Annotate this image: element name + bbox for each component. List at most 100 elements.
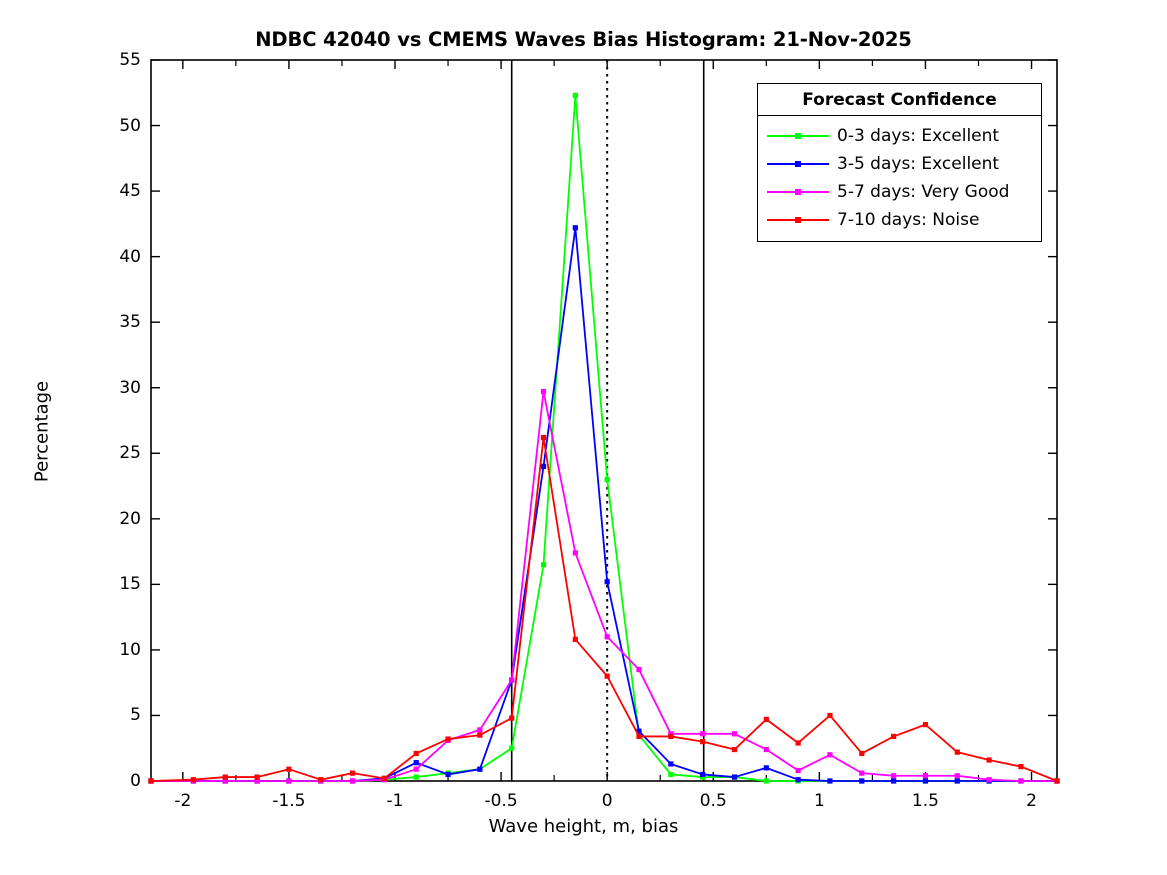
data-point bbox=[477, 727, 483, 733]
data-point bbox=[509, 745, 515, 751]
x-tick-label: -2 bbox=[174, 791, 192, 811]
data-point bbox=[795, 777, 801, 783]
x-tick-label: 0.5 bbox=[699, 791, 727, 811]
data-point bbox=[763, 716, 769, 722]
data-point bbox=[668, 761, 674, 767]
y-tick-label: 20 bbox=[119, 508, 141, 529]
x-tick-label: -1.5 bbox=[272, 791, 306, 811]
reference-lines bbox=[510, 60, 705, 781]
x-tick-label: -0.5 bbox=[484, 791, 518, 811]
data-point bbox=[827, 752, 833, 758]
data-point bbox=[636, 728, 642, 734]
data-point bbox=[636, 733, 642, 740]
data-point bbox=[604, 476, 610, 483]
y-tick-label: 0 bbox=[130, 771, 141, 791]
data-point bbox=[222, 774, 228, 780]
legend-title: Forecast Confidence bbox=[758, 84, 1041, 116]
series-1 bbox=[148, 225, 1060, 784]
legend-swatch-icon bbox=[767, 129, 829, 143]
data-point bbox=[1054, 778, 1060, 784]
data-point bbox=[286, 766, 292, 772]
data-point bbox=[413, 774, 419, 780]
legend-item-3[interactable]: 7-10 days: Noise bbox=[758, 206, 1041, 234]
data-point bbox=[668, 771, 674, 778]
data-point bbox=[986, 757, 992, 763]
data-point bbox=[572, 550, 578, 556]
x-axis-label: Wave height, m, bias bbox=[488, 816, 679, 837]
data-point bbox=[477, 732, 483, 738]
x-tick-label: 2 bbox=[1026, 791, 1037, 811]
data-point bbox=[891, 733, 897, 740]
data-point bbox=[700, 771, 706, 778]
data-point bbox=[954, 749, 960, 755]
data-point bbox=[540, 434, 547, 441]
data-point bbox=[413, 760, 419, 766]
data-point bbox=[763, 746, 769, 753]
data-point bbox=[668, 733, 674, 740]
data-point bbox=[731, 774, 738, 780]
data-point bbox=[572, 92, 578, 98]
data-point bbox=[318, 777, 324, 783]
data-point bbox=[763, 778, 769, 784]
chart-title: NDBC 42040 vs CMEMS Waves Bias Histogram… bbox=[255, 28, 912, 51]
data-point bbox=[349, 778, 356, 784]
y-axis-label: Percentage bbox=[31, 380, 53, 483]
legend-swatch-icon bbox=[767, 185, 829, 199]
data-point bbox=[795, 740, 801, 746]
y-tick-label: 15 bbox=[119, 574, 141, 595]
data-point bbox=[859, 778, 865, 784]
data-point bbox=[827, 712, 833, 719]
data-point bbox=[509, 677, 515, 683]
x-tick-label: 0 bbox=[601, 791, 613, 811]
y-tick-label: 5 bbox=[130, 705, 141, 726]
data-point bbox=[922, 722, 929, 728]
legend-items: 0-3 days: Excellent 3-5 days: Excellent 5-… bbox=[758, 116, 1041, 241]
legend-item-2[interactable]: 5-7 days: Very Good bbox=[758, 178, 1041, 206]
data-point bbox=[190, 777, 197, 783]
y-tick-label: 55 bbox=[119, 50, 141, 70]
data-point bbox=[859, 750, 865, 757]
data-point bbox=[668, 731, 674, 737]
data-point bbox=[148, 778, 154, 784]
legend-item-0[interactable]: 0-3 days: Excellent bbox=[758, 122, 1041, 150]
x-tick-label: 1 bbox=[813, 791, 825, 811]
legend-swatch-icon bbox=[767, 213, 829, 227]
data-point bbox=[540, 463, 547, 469]
data-point bbox=[413, 750, 419, 757]
data-point bbox=[700, 774, 706, 780]
legend-item-1[interactable]: 3-5 days: Excellent bbox=[758, 150, 1041, 178]
data-point bbox=[859, 770, 865, 776]
data-point bbox=[445, 771, 451, 778]
data-point bbox=[891, 773, 897, 779]
data-point bbox=[763, 765, 769, 771]
data-point bbox=[540, 389, 547, 395]
y-tick-label: 50 bbox=[119, 115, 141, 136]
data-point bbox=[891, 778, 897, 784]
y-tick-label: 35 bbox=[119, 312, 141, 333]
data-point bbox=[1018, 763, 1024, 770]
data-point bbox=[731, 746, 738, 753]
y-tick-label: 30 bbox=[119, 377, 141, 398]
data-point bbox=[572, 225, 578, 231]
legend: Forecast Confidence 0-3 days: Excellent 3… bbox=[757, 83, 1042, 242]
data-point bbox=[509, 715, 515, 721]
data-point bbox=[286, 778, 292, 784]
data-point bbox=[477, 766, 483, 772]
data-point bbox=[381, 775, 387, 781]
legend-item-label: 0-3 days: Excellent bbox=[837, 126, 1000, 146]
data-point bbox=[254, 774, 260, 780]
axes-frame bbox=[150, 59, 1058, 782]
legend-swatch-icon bbox=[767, 157, 829, 171]
data-point bbox=[254, 778, 260, 784]
data-point bbox=[349, 770, 356, 776]
data-point bbox=[922, 773, 929, 779]
x-tick-label: -1 bbox=[386, 791, 404, 811]
legend-item-label: 5-7 days: Very Good bbox=[837, 182, 1010, 202]
data-point bbox=[604, 673, 610, 679]
legend-item-label: 7-10 days: Noise bbox=[837, 210, 980, 230]
data-point bbox=[954, 778, 960, 784]
data-point bbox=[540, 562, 547, 568]
data-point bbox=[795, 767, 801, 774]
y-tick-label: 10 bbox=[119, 639, 141, 660]
